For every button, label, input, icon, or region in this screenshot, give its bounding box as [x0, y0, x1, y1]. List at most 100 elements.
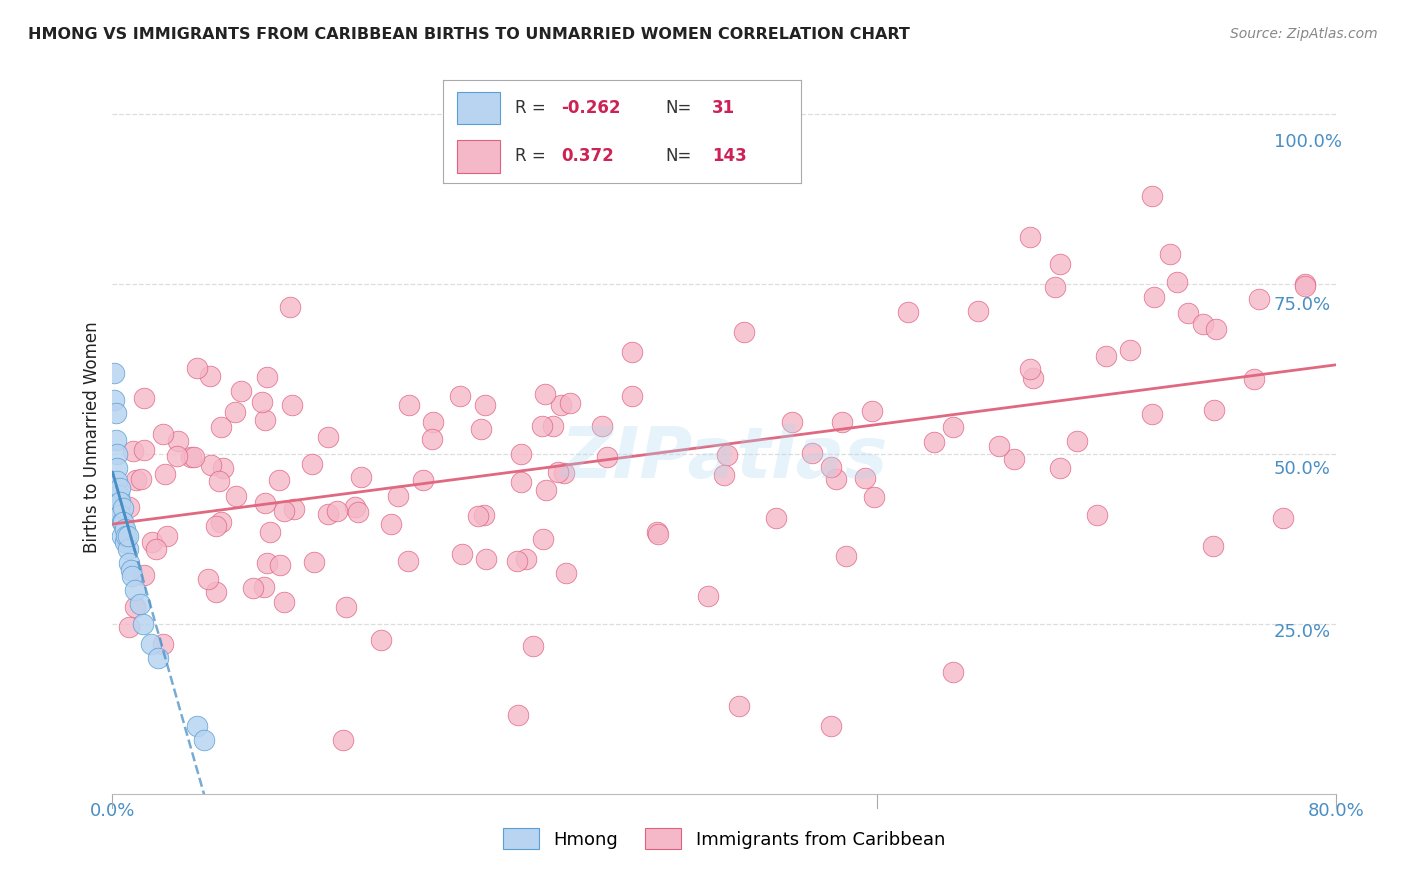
Point: [404, 638, 426, 652]
Point: [193, 455, 215, 469]
Point: [1010, 277, 1032, 291]
Point: [262, 524, 284, 539]
Text: ZIPatlas: ZIPatlas: [557, 436, 884, 506]
Point: [169, 459, 191, 474]
Point: [326, 512, 349, 526]
Point: [818, 558, 841, 573]
Point: [1147, 339, 1170, 353]
Point: [191, 624, 214, 638]
Point: [198, 643, 221, 657]
Point: [222, 447, 245, 461]
Point: [214, 539, 236, 553]
FancyBboxPatch shape: [457, 140, 501, 173]
Point: [249, 580, 271, 594]
Point: [1122, 324, 1144, 338]
Point: [727, 343, 749, 357]
Point: [364, 515, 387, 529]
Point: [186, 591, 208, 605]
Point: [188, 604, 211, 618]
Point: [835, 483, 858, 497]
Point: [914, 434, 936, 448]
Point: [240, 376, 263, 391]
Point: [318, 515, 340, 529]
Point: [496, 412, 519, 426]
Text: 31: 31: [711, 99, 735, 117]
Point: [529, 459, 551, 474]
Point: [533, 560, 555, 574]
Point: [568, 574, 591, 588]
Point: [412, 526, 434, 541]
Point: [1146, 417, 1168, 432]
Point: [183, 577, 205, 591]
Point: [263, 473, 285, 487]
Point: [1208, 522, 1230, 536]
Point: [177, 538, 200, 552]
Point: [1004, 299, 1026, 313]
Point: [475, 556, 498, 570]
Point: [373, 607, 395, 621]
Point: [274, 500, 297, 514]
Point: [179, 551, 201, 566]
Point: [873, 323, 896, 337]
Point: [935, 322, 957, 336]
Point: [174, 512, 197, 526]
Point: [650, 534, 672, 549]
Point: [204, 551, 226, 566]
Point: [810, 483, 832, 498]
Point: [1010, 474, 1032, 488]
Point: [548, 541, 571, 556]
Point: [1227, 298, 1250, 312]
Point: [246, 734, 269, 748]
Point: [205, 656, 228, 670]
Point: [494, 435, 516, 450]
Point: [176, 545, 198, 559]
Point: [474, 403, 496, 417]
Point: [441, 485, 464, 500]
Point: [627, 404, 650, 418]
Point: [695, 597, 717, 611]
Point: [239, 722, 262, 736]
Point: [299, 427, 322, 442]
Point: [172, 506, 194, 520]
Point: [770, 429, 793, 443]
Text: 143: 143: [711, 147, 747, 165]
Point: [173, 525, 195, 540]
Point: [169, 486, 191, 500]
Point: [550, 402, 572, 417]
Point: [1112, 294, 1135, 309]
Point: [370, 734, 392, 748]
Point: [298, 409, 321, 424]
Point: [804, 722, 827, 736]
Point: [1092, 309, 1115, 323]
Point: [193, 406, 215, 420]
Point: [787, 458, 810, 473]
Text: N=: N=: [665, 147, 692, 165]
Point: [257, 592, 280, 607]
Point: [1136, 334, 1159, 349]
Point: [641, 185, 664, 199]
Point: [605, 462, 627, 476]
Point: [235, 462, 257, 476]
Text: N=: N=: [665, 99, 692, 117]
Point: [344, 564, 367, 578]
Point: [259, 486, 281, 500]
FancyBboxPatch shape: [457, 92, 501, 124]
Point: [1042, 518, 1064, 533]
Point: [200, 545, 222, 559]
Point: [967, 464, 990, 478]
Text: R =: R =: [515, 147, 546, 165]
Point: [814, 429, 837, 443]
Point: [176, 532, 198, 546]
Point: [257, 529, 280, 543]
Point: [166, 381, 188, 395]
Point: [302, 564, 325, 578]
Point: [1182, 387, 1205, 401]
Point: [561, 476, 583, 491]
Point: [323, 412, 346, 426]
Point: [252, 384, 274, 399]
Point: [547, 433, 569, 447]
Point: [167, 447, 190, 461]
Point: [524, 563, 547, 577]
Point: [1024, 447, 1046, 461]
Point: [211, 479, 233, 493]
